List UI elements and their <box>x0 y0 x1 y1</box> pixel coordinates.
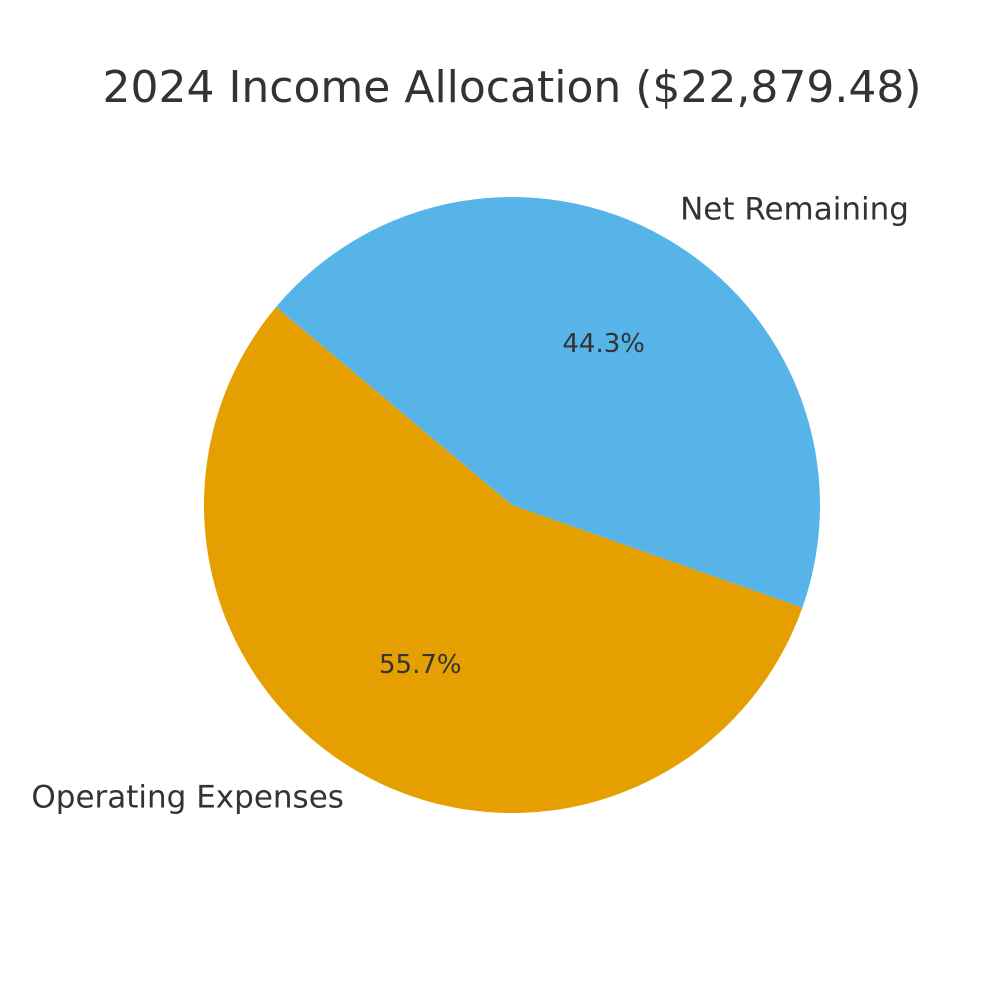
pie-slice <box>276 196 821 608</box>
chart-title: 2024 Income Allocation ($22,879.48) <box>102 62 921 113</box>
slice-label: Net Remaining <box>680 191 909 227</box>
slice-label: Operating Expenses <box>31 780 344 816</box>
value-label: 55.7% <box>379 650 462 680</box>
value-label: 44.3% <box>562 329 645 359</box>
pie-slice <box>204 307 803 813</box>
